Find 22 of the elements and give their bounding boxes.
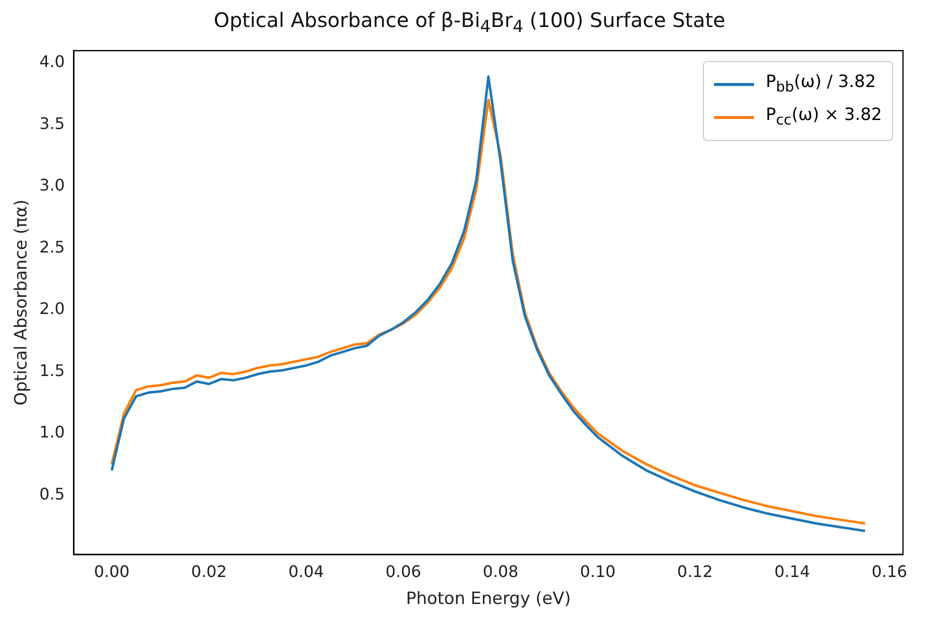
y-tick-label: 1.0 [39, 422, 65, 442]
y-tick-label: 3.0 [39, 176, 65, 195]
chart-title: Optical Absorbance of β-Bi$_{4}$Br$_{4}$ (100) Surface State [212, 8, 726, 38]
y-tick-label: 3.5 [39, 114, 65, 133]
x-axis-title: Photon Energy (eV) [406, 589, 571, 610]
x-tick-label: 0.02 [191, 562, 227, 582]
y-tick-label: 1.5 [39, 360, 65, 380]
y-axis-title: Optical Absorbance (πα) [12, 199, 32, 406]
x-tick-label: 0.14 [774, 562, 810, 582]
x-tick-label: 0.12 [677, 562, 713, 582]
x-tick-label: 0.00 [94, 562, 130, 582]
legend-label: P$_{cc}$(ω) × 3.82 [766, 104, 882, 130]
y-tick-label: 2.5 [39, 237, 65, 256]
y-tick-label: 2.0 [39, 299, 65, 318]
y-tick-label: 0.5 [39, 484, 65, 504]
x-tick-label: 0.08 [482, 562, 518, 582]
y-tick-label: 4.0 [39, 52, 65, 72]
x-tick-label: 0.10 [580, 562, 616, 582]
x-tick-label: 0.16 [872, 562, 908, 582]
legend-label: P$_{bb}$(ω) / 3.82 [766, 70, 876, 97]
x-tick-label: 0.06 [386, 562, 422, 582]
x-tick-label: 0.04 [288, 562, 324, 582]
